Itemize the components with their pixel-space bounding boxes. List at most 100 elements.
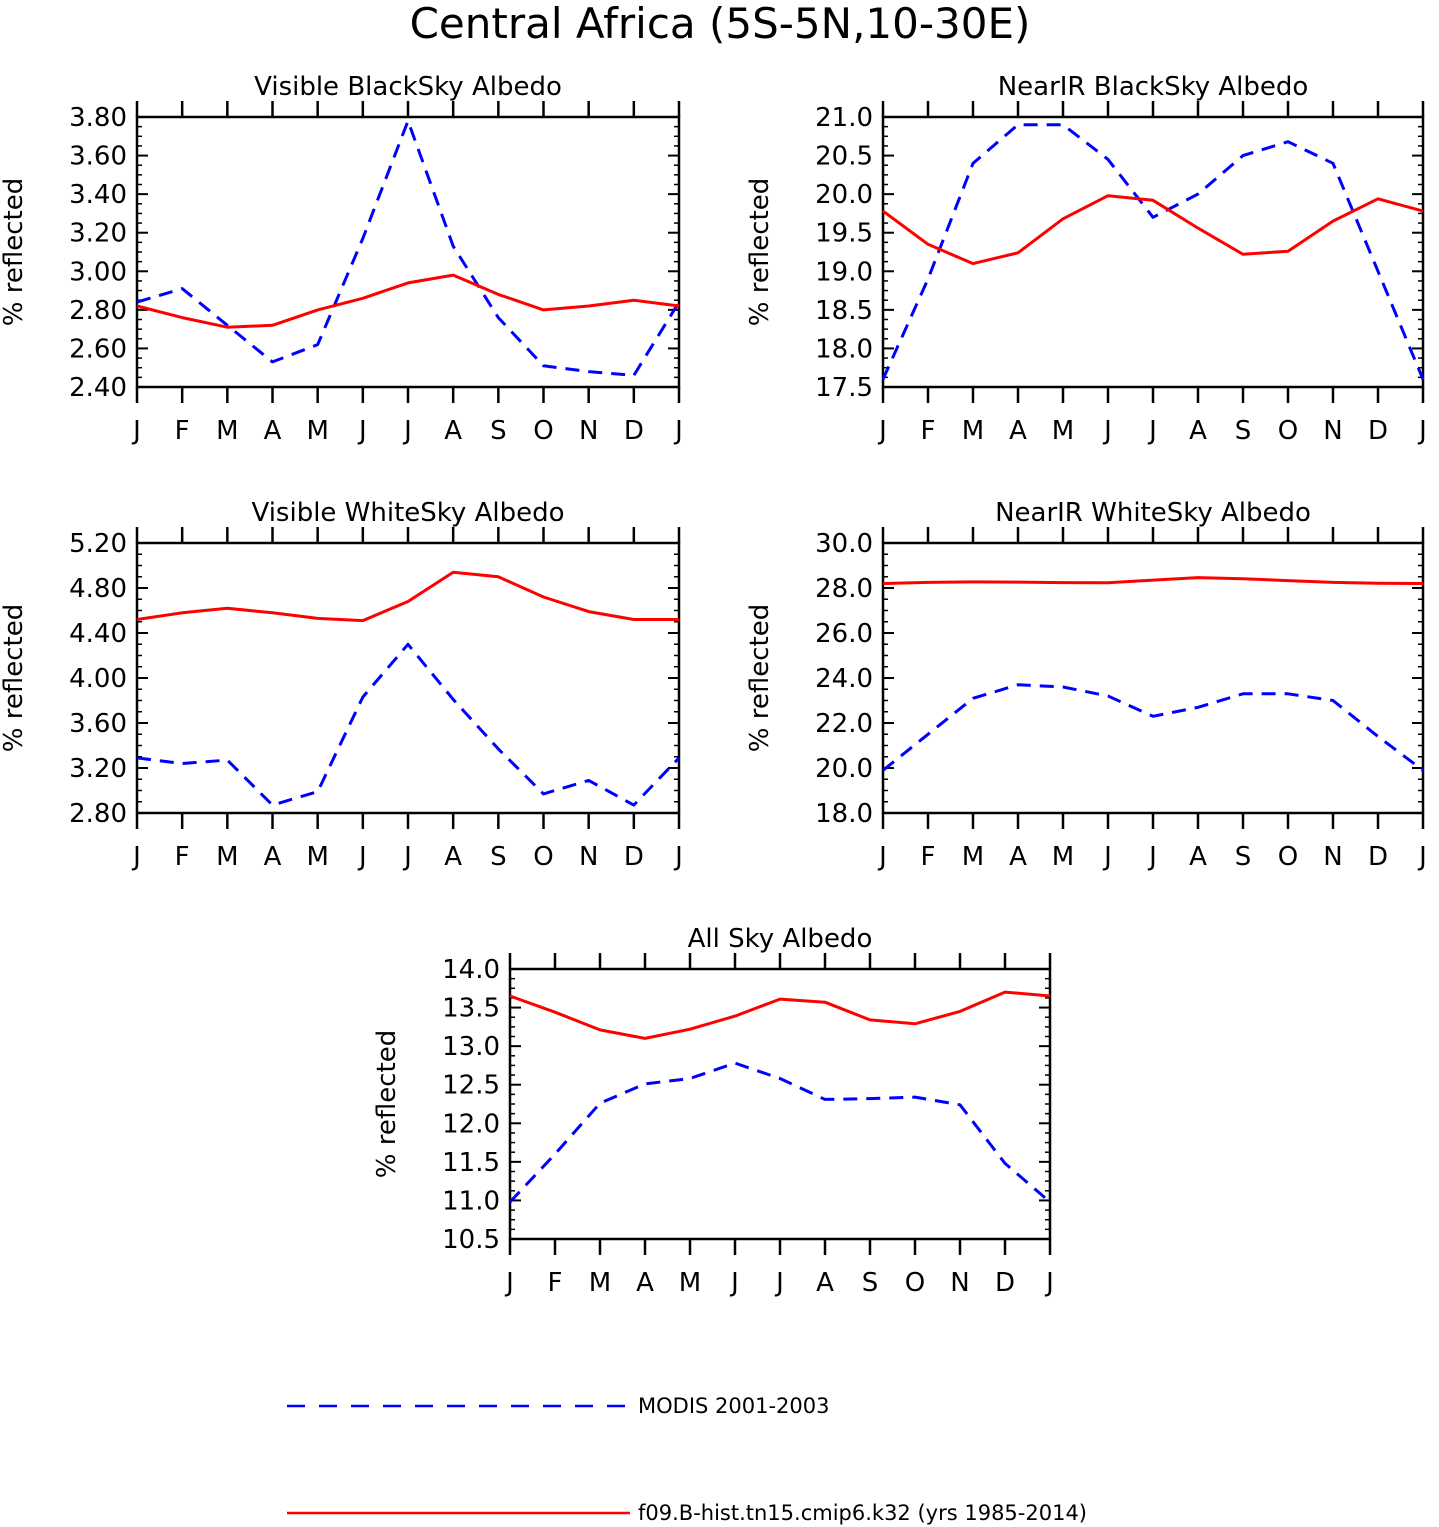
- x-tick-label: J: [357, 842, 367, 872]
- x-tick-label: J: [402, 842, 412, 872]
- y-tick-label: 19.5: [815, 219, 873, 249]
- y-tick-label: 13.5: [442, 994, 500, 1024]
- chart-title: NearIR BlackSky Albedo: [998, 72, 1309, 102]
- x-tick-label: M: [306, 416, 328, 446]
- y-tick-label: 4.80: [69, 574, 127, 604]
- y-tick-label: 2.60: [69, 334, 127, 364]
- series-line-model: [882, 194, 1424, 266]
- x-tick-label: A: [444, 842, 462, 872]
- x-tick-label: D: [995, 1268, 1015, 1298]
- series-line-model: [882, 576, 1424, 585]
- x-tick-label: O: [533, 416, 553, 446]
- x-tick-label: O: [1278, 416, 1298, 446]
- plot-frame: [135, 115, 681, 389]
- x-tick-label: F: [175, 842, 190, 872]
- y-tick-label: 19.0: [815, 257, 873, 287]
- x-tick-label: D: [1368, 842, 1388, 872]
- plot-frame: [881, 115, 1425, 389]
- series-line-modis: [508, 1061, 1051, 1204]
- y-tick-label: 12.0: [442, 1109, 500, 1139]
- x-tick-label: J: [402, 416, 412, 446]
- y-tick-label: 3.40: [69, 180, 127, 210]
- x-tick-label: A: [1009, 416, 1027, 446]
- y-tick-label: 18.0: [815, 334, 873, 364]
- y-axis-label: % reflected: [745, 178, 775, 326]
- y-tick-label: 18.0: [815, 799, 873, 829]
- y-tick-label: 4.40: [69, 619, 127, 649]
- x-tick-label: A: [1189, 842, 1207, 872]
- y-tick-label: 20.0: [815, 180, 873, 210]
- plot-frame: [135, 541, 681, 815]
- y-tick-label: 11.5: [442, 1148, 500, 1178]
- x-tick-label: N: [950, 1268, 969, 1298]
- x-tick-label: J: [504, 1268, 514, 1298]
- y-tick-label: 18.5: [815, 296, 873, 326]
- y-tick-label: 2.40: [69, 373, 127, 403]
- x-tick-label: J: [1044, 1268, 1054, 1298]
- series-line-modis: [881, 123, 1425, 380]
- y-tick-label: 3.20: [69, 754, 127, 784]
- series-line-model: [509, 990, 1051, 1040]
- x-tick-label: J: [131, 842, 141, 872]
- x-tick-label: J: [877, 416, 887, 446]
- y-tick-label: 24.0: [815, 664, 873, 694]
- x-tick-label: A: [636, 1268, 654, 1298]
- x-tick-label: J: [774, 1268, 784, 1298]
- y-tick-label: 3.80: [69, 103, 127, 133]
- x-tick-label: J: [1417, 842, 1427, 872]
- x-tick-label: J: [1102, 842, 1112, 872]
- chart-panel-2: NearIR BlackSky Albedo % reflected 17.5 18.…: [745, 72, 1427, 446]
- chart-panels: Visible BlackSky Albedo % reflected 2.40 2.…: [0, 72, 1427, 1298]
- plot-frame: [508, 967, 1052, 1241]
- y-tick-label: 3.60: [69, 142, 127, 172]
- x-tick-label: M: [1052, 842, 1074, 872]
- x-tick-label: S: [1235, 416, 1252, 446]
- x-tick-label: N: [579, 842, 598, 872]
- y-tick-label: 30.0: [815, 529, 873, 559]
- x-tick-label: J: [673, 416, 683, 446]
- x-tick-label: F: [921, 416, 936, 446]
- x-tick-label: J: [673, 842, 683, 872]
- legend-model-label: f09.B-hist.tn15.cmip6.k32 (yrs 1985-2014…: [638, 1501, 1087, 1525]
- x-tick-label: A: [264, 842, 282, 872]
- legend-modis-label: MODIS 2001-2003: [638, 1394, 829, 1418]
- y-tick-label: 2.80: [69, 296, 127, 326]
- x-tick-label: S: [490, 416, 507, 446]
- chart-title: Visible BlackSky Albedo: [254, 72, 562, 102]
- x-tick-label: J: [1147, 842, 1157, 872]
- x-tick-label: N: [1323, 842, 1342, 872]
- x-tick-label: A: [444, 416, 462, 446]
- x-tick-label: F: [921, 842, 936, 872]
- y-tick-label: 13.0: [442, 1032, 500, 1062]
- y-tick-label: 4.00: [69, 664, 127, 694]
- x-tick-label: A: [264, 416, 282, 446]
- x-tick-label: J: [1147, 416, 1157, 446]
- y-tick-label: 11.0: [442, 1186, 500, 1216]
- page-title: Central Africa (5S-5N,10-30E): [410, 0, 1031, 48]
- y-axis-label: % reflected: [0, 604, 29, 752]
- series-line-modis: [136, 119, 681, 377]
- chart-title: NearIR WhiteSky Albedo: [995, 498, 1311, 528]
- y-tick-label: 21.0: [815, 103, 873, 133]
- y-tick-label: 17.5: [815, 373, 873, 403]
- x-tick-label: S: [862, 1268, 879, 1298]
- x-tick-label: M: [306, 842, 328, 872]
- y-tick-label: 5.20: [69, 529, 127, 559]
- x-tick-label: M: [589, 1268, 611, 1298]
- x-tick-label: J: [877, 842, 887, 872]
- y-tick-label: 3.00: [69, 257, 127, 287]
- y-axis-label: % reflected: [372, 1030, 402, 1178]
- y-tick-label: 12.5: [442, 1071, 500, 1101]
- x-tick-label: M: [962, 842, 984, 872]
- x-tick-label: J: [357, 416, 367, 446]
- x-tick-label: J: [1417, 416, 1427, 446]
- legend: MODIS 2001-2003 f09.B-hist.tn15.cmip6.k3…: [287, 1394, 1087, 1525]
- x-tick-label: D: [624, 416, 644, 446]
- x-tick-label: M: [1052, 416, 1074, 446]
- x-tick-label: J: [131, 416, 141, 446]
- y-tick-label: 22.0: [815, 709, 873, 739]
- chart-panel-1: Visible BlackSky Albedo % reflected 2.40 2.…: [0, 72, 683, 446]
- x-tick-label: S: [1235, 842, 1252, 872]
- y-axis-label: % reflected: [0, 178, 29, 326]
- x-tick-label: O: [533, 842, 553, 872]
